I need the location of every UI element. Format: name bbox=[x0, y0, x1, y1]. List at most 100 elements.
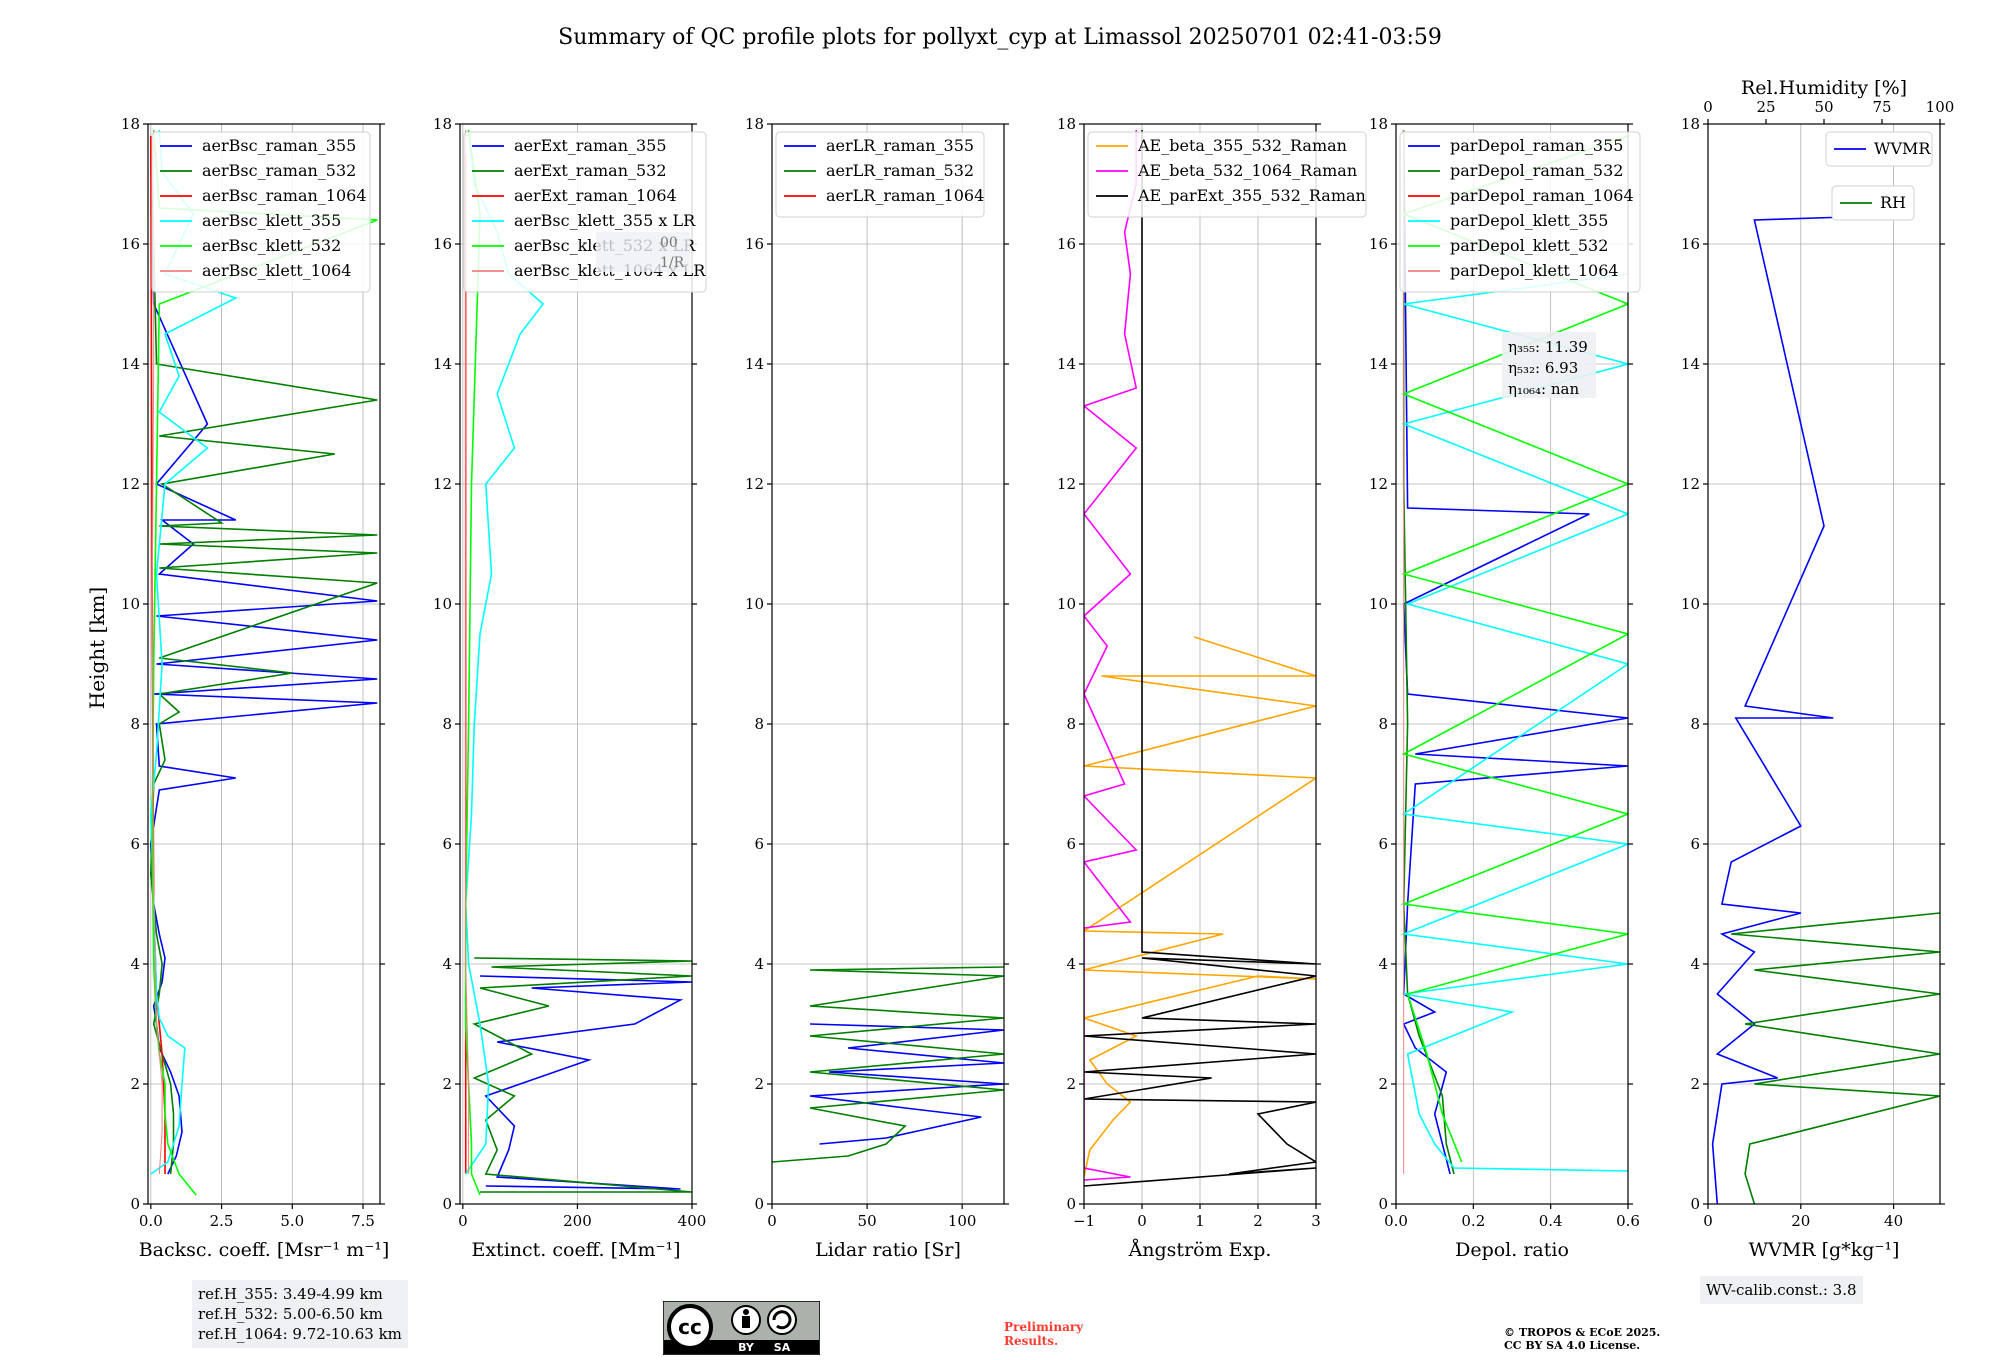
legend-bsc: aerBsc_raman_355 aerBsc_raman_532 aerBsc_r… bbox=[151, 131, 371, 293]
y-tick-label: 14 bbox=[1681, 355, 1700, 373]
preliminary-line-2: Results. bbox=[1004, 1334, 1059, 1348]
y-tick-label: 8 bbox=[1378, 715, 1388, 733]
series-pardepol-klett-355 bbox=[1400, 273, 1628, 1172]
y-tick-label: 4 bbox=[130, 955, 140, 973]
wv-calibration-box: WV-calib.const.: 3.8 bbox=[1700, 1276, 1863, 1304]
legend-entry: AE_beta_355_532_Raman bbox=[1137, 136, 1347, 155]
series-aerbsc-raman-355 bbox=[149, 153, 378, 1175]
overlay-text: 1/R bbox=[660, 255, 685, 271]
cc-by-label: BY bbox=[738, 1341, 755, 1354]
legend-entry: RH bbox=[1880, 193, 1906, 212]
y-tick-label: 8 bbox=[1066, 715, 1076, 733]
figure-title: Summary of QC profile plots for pollyxt_… bbox=[558, 25, 1442, 50]
series-aerlr-raman-355 bbox=[809, 1023, 1004, 1145]
y-tick-label: 8 bbox=[754, 715, 764, 733]
x-tick-label: 40 bbox=[1884, 1212, 1903, 1230]
x-tick-label: 1 bbox=[1195, 1212, 1205, 1230]
eta-value: η₅₃₂: 6.93 bbox=[1508, 359, 1578, 377]
legend-dep: parDepol_raman_355 parDepol_raman_532 parD… bbox=[1399, 131, 1641, 293]
y-tick-label: 18 bbox=[1681, 115, 1700, 133]
legend-entry: parDepol_raman_355 bbox=[1450, 136, 1623, 155]
rh-axis-label: Rel.Humidity [%] bbox=[1741, 77, 1907, 99]
legend-entry: aerExt_raman_355 bbox=[514, 136, 667, 155]
ref-height-355: ref.H_355: 3.49-4.99 km bbox=[198, 1285, 383, 1303]
y-tick-label: 2 bbox=[1690, 1075, 1700, 1093]
legend-entry: aerBsc_raman_355 bbox=[202, 136, 356, 155]
x-tick-label: −1 bbox=[1073, 1212, 1095, 1230]
legend-entry: aerLR_raman_532 bbox=[826, 161, 974, 180]
y-tick-label: 0 bbox=[1378, 1195, 1388, 1213]
x-tick-label: 0 bbox=[458, 1212, 468, 1230]
y-tick-label: 6 bbox=[1066, 835, 1076, 853]
y-tick-label: 12 bbox=[121, 475, 140, 493]
x-tick-label: 7.5 bbox=[351, 1212, 375, 1230]
cc-sa-label: SA bbox=[774, 1341, 791, 1354]
series-aerbsc-klett-1064-x-lr bbox=[465, 130, 470, 1174]
overlay-text: 00 bbox=[660, 235, 678, 251]
copyright-line-1: © TROPOS & ECoE 2025. bbox=[1504, 1326, 1661, 1339]
y-tick-label: 6 bbox=[130, 835, 140, 853]
legend-entry: AE_parExt_355_532_Raman bbox=[1137, 186, 1366, 205]
copyright-note: © TROPOS & ECoE 2025. CC BY SA 4.0 Licen… bbox=[1504, 1326, 1660, 1352]
y-tick-label: 6 bbox=[754, 835, 764, 853]
x-tick-label: 0.0 bbox=[139, 1212, 163, 1230]
rh-tick-label: 0 bbox=[1703, 98, 1713, 116]
y-tick-label: 2 bbox=[1378, 1075, 1388, 1093]
y-tick-label: 8 bbox=[130, 715, 140, 733]
y-tick-label: 4 bbox=[1690, 955, 1700, 973]
series-ae-beta-355-532-raman bbox=[1084, 636, 1316, 1178]
y-tick-label: 2 bbox=[442, 1075, 452, 1093]
legend-entry: aerBsc_klett_532 bbox=[202, 236, 341, 255]
x-tick-label: 0.6 bbox=[1616, 1212, 1640, 1230]
panel-ext: 0 2 4 6 8 10 12 14 16 18 0 200 400 Extinct. coeff. [M… bbox=[433, 115, 707, 1261]
y-tick-label: 18 bbox=[433, 115, 452, 133]
y-tick-label: 16 bbox=[121, 235, 140, 253]
axes-frame bbox=[1707, 123, 1941, 1205]
ref-height-1064: ref.H_1064: 9.72-10.63 km bbox=[198, 1325, 402, 1343]
x-tick-label: 3 bbox=[1311, 1212, 1321, 1230]
y-tick-label: 4 bbox=[442, 955, 452, 973]
x-tick-label: 100 bbox=[948, 1212, 977, 1230]
x-axis-label-wv: WVMR [g*kg⁻¹] bbox=[1749, 1239, 1900, 1261]
y-tick-label: 18 bbox=[1369, 115, 1388, 133]
y-tick-label: 6 bbox=[1378, 835, 1388, 853]
legend-wv: WVMR RH bbox=[1825, 131, 1933, 221]
rh-tick-label: 50 bbox=[1814, 98, 1833, 116]
copyright-line-2: CC BY SA 4.0 License. bbox=[1504, 1339, 1641, 1352]
legend-entry: parDepol_raman_1064 bbox=[1450, 186, 1634, 205]
x-tick-label: 200 bbox=[563, 1212, 592, 1230]
y-tick-label: 16 bbox=[1369, 235, 1388, 253]
x-axis-label-lr: Lidar ratio [Sr] bbox=[815, 1239, 961, 1261]
y-tick-label: 4 bbox=[754, 955, 764, 973]
y-tick-label: 12 bbox=[1681, 475, 1700, 493]
panel-dep: 0 2 4 6 8 10 12 14 16 18 0.0 0.2 0.4 0.6 Depol. ratio p… bbox=[1369, 115, 1641, 1261]
axes-frame bbox=[147, 123, 381, 1205]
y-tick-label: 2 bbox=[754, 1075, 764, 1093]
y-tick-label: 6 bbox=[1690, 835, 1700, 853]
reference-heights-box: ref.H_355: 3.49-4.99 km ref.H_532: 5.00-… bbox=[192, 1280, 408, 1348]
x-tick-label: 400 bbox=[678, 1212, 707, 1230]
panel-bsc: 0 2 4 6 8 10 12 14 16 18 0.0 2.5 5.0 7.5 Backsc. coeff… bbox=[121, 115, 389, 1261]
x-tick-label: 0 bbox=[1137, 1212, 1147, 1230]
panel-lr: 0 2 4 6 8 10 12 14 16 18 0 50 100 Lidar ratio [Sr] aer… bbox=[745, 115, 1009, 1261]
cc-logo-icon bbox=[667, 1304, 713, 1350]
eta-value: η₃₅₅: 11.39 bbox=[1508, 338, 1588, 356]
x-tick-label: 2 bbox=[1253, 1212, 1263, 1230]
y-tick-label: 0 bbox=[1066, 1195, 1076, 1213]
legend-entry: aerLR_raman_355 bbox=[826, 136, 974, 155]
y-tick-label: 0 bbox=[130, 1195, 140, 1213]
x-axis-label-dep: Depol. ratio bbox=[1455, 1239, 1569, 1261]
legend-entry: WVMR bbox=[1874, 139, 1931, 158]
y-tick-label: 4 bbox=[1378, 955, 1388, 973]
legend-entry: aerExt_raman_532 bbox=[514, 161, 667, 180]
rh-tick-label: 75 bbox=[1872, 98, 1891, 116]
x-tick-label: 0.2 bbox=[1461, 1212, 1485, 1230]
y-tick-label: 12 bbox=[1057, 475, 1076, 493]
legend-entry: aerLR_raman_1064 bbox=[826, 186, 984, 205]
legend-entry: aerBsc_raman_1064 bbox=[202, 186, 367, 205]
y-tick-label: 2 bbox=[1066, 1075, 1076, 1093]
series-ae-parext-355-532-raman bbox=[1084, 130, 1316, 1187]
x-tick-label: 0.0 bbox=[1384, 1212, 1408, 1230]
legend-entry: AE_beta_532_1064_Raman bbox=[1137, 161, 1357, 180]
